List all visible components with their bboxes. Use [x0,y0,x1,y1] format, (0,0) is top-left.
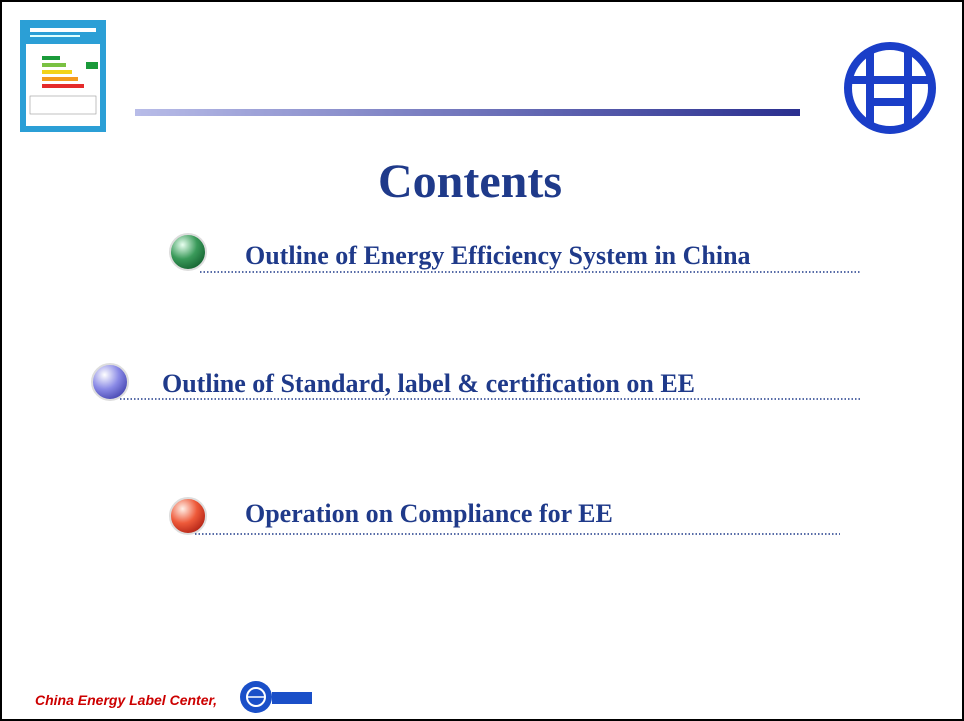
footer-text: China Energy Label Center, [35,692,217,708]
bullet [91,363,129,401]
item-text: Operation on Compliance for EE [245,499,613,528]
item-text: Outline of Standard, label & certificati… [162,369,695,398]
slide-title: Contents [378,155,562,208]
bullet [169,233,207,271]
item-text: Outline of Energy Efficiency System in C… [245,241,751,270]
header-bar [135,109,800,116]
energy-label-icon [20,20,106,132]
bullet [169,497,207,535]
contents-item: Outline of Energy Efficiency System in C… [169,233,860,273]
institute-logo [844,42,936,134]
contents-item: Operation on Compliance for EE [169,497,840,535]
contents-item: Outline of Standard, label & certificati… [91,363,860,401]
cnis-logo [240,681,312,713]
